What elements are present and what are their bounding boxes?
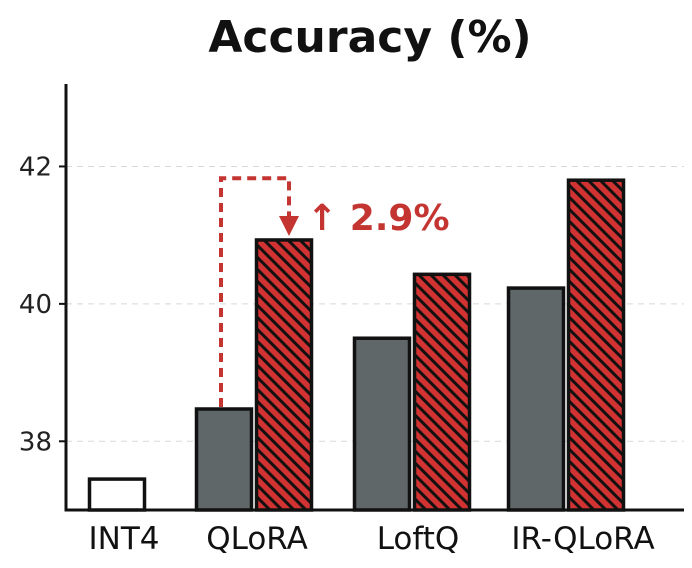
annotation: ↑ 2.9% (219, 176, 450, 407)
annotation-label: ↑ 2.9% (307, 198, 450, 239)
axes (59, 84, 684, 512)
x-tick-label-loftq: LoftQ (377, 521, 460, 557)
y-tick-labels: 38 40 42 (19, 152, 52, 457)
bar-loftq-gray (352, 336, 412, 512)
bar-qlora-red-hatched (254, 238, 314, 512)
bar-int4-white (87, 477, 147, 512)
x-tick-label-ir-qlora: IR-QLoRA (511, 521, 654, 557)
bar-qlora-gray (194, 407, 254, 512)
bar-loftq-red-hatched (412, 272, 472, 512)
x-tick-label-qlora: QLoRA (206, 521, 308, 557)
annotation-dashed-bracket (219, 176, 291, 407)
x-tick-label-int4: INT4 (89, 521, 160, 557)
bars (87, 178, 626, 512)
y-tick-label-40: 40 (19, 290, 52, 320)
y-tick-label-38: 38 (19, 427, 52, 457)
annotation-arrowhead (279, 215, 299, 236)
x-tick-labels: INT4 QLoRA LoftQ IR-QLoRA (89, 521, 655, 557)
bar-ir-qlora-gray (506, 286, 566, 512)
chart-title: Accuracy (%) (208, 12, 531, 63)
y-tick-label-42: 42 (19, 152, 52, 182)
bar-ir-qlora-red-hatched (566, 178, 626, 512)
